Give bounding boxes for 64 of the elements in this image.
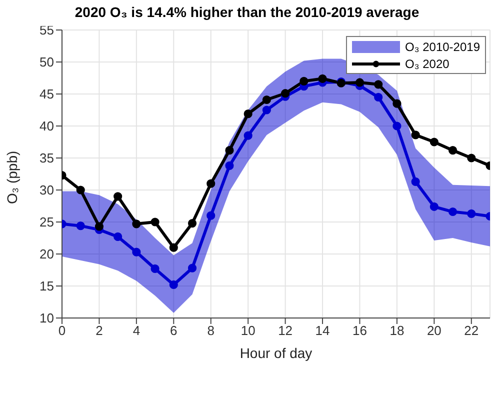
point bbox=[411, 130, 420, 140]
point bbox=[132, 248, 141, 256]
y-tick-label: 35 bbox=[40, 150, 54, 166]
y-tick-label: 30 bbox=[40, 182, 54, 198]
point bbox=[150, 218, 160, 226]
point bbox=[467, 209, 476, 218]
x-tick-label: 14 bbox=[315, 323, 330, 338]
point bbox=[411, 177, 420, 186]
point bbox=[392, 99, 402, 108]
x-tick-label: 12 bbox=[278, 323, 293, 338]
x-tick-label: 10 bbox=[240, 323, 256, 338]
point bbox=[392, 122, 402, 130]
point bbox=[430, 202, 438, 211]
point bbox=[76, 222, 85, 230]
x-tick-label: 2 bbox=[96, 323, 103, 338]
legend-label: O₃ 2020 bbox=[405, 56, 450, 70]
point bbox=[169, 243, 178, 252]
point bbox=[76, 186, 85, 194]
point bbox=[300, 76, 308, 86]
point bbox=[150, 264, 160, 274]
y-tick-label: 50 bbox=[40, 54, 54, 70]
point bbox=[448, 207, 458, 216]
point bbox=[244, 110, 252, 118]
y-tick-label: 15 bbox=[40, 278, 54, 294]
x-tick-label: 16 bbox=[352, 323, 367, 338]
y-tick-label: 25 bbox=[40, 214, 54, 230]
y-tick-label: 40 bbox=[40, 118, 54, 134]
point bbox=[188, 264, 197, 272]
point bbox=[114, 232, 122, 242]
x-tick-label: 20 bbox=[426, 323, 442, 338]
point bbox=[206, 211, 216, 220]
point bbox=[355, 78, 364, 87]
point bbox=[467, 154, 476, 162]
x-tick-label: 22 bbox=[464, 323, 479, 338]
y-tick-label: 10 bbox=[40, 310, 54, 326]
point bbox=[318, 74, 327, 83]
point bbox=[262, 106, 271, 114]
point bbox=[430, 138, 438, 146]
point bbox=[114, 192, 122, 201]
point bbox=[94, 222, 104, 231]
point bbox=[281, 89, 290, 98]
point bbox=[188, 218, 197, 228]
x-tick-label: 4 bbox=[132, 323, 140, 338]
point bbox=[374, 92, 383, 102]
point bbox=[132, 220, 141, 228]
y-tick-label: 20 bbox=[40, 246, 54, 262]
point bbox=[262, 95, 271, 104]
chart-title: 2020 O₃ is 14.4% higher than the 2010-2019 average bbox=[74, 4, 420, 20]
x-tick-label: 0 bbox=[58, 323, 66, 338]
x-tick-label: 18 bbox=[390, 323, 404, 338]
point bbox=[169, 280, 178, 290]
y-axis-title: O₃ (ppb) bbox=[4, 150, 20, 204]
legend-label: O₃ 2010-2019 bbox=[405, 40, 480, 54]
y-tick-label: 55 bbox=[40, 22, 54, 38]
x-tick-label: 8 bbox=[207, 323, 214, 338]
x-axis-title: Hour of day bbox=[240, 345, 312, 361]
point bbox=[448, 146, 458, 155]
point bbox=[225, 161, 234, 170]
point bbox=[206, 179, 216, 188]
point bbox=[374, 80, 383, 89]
point bbox=[244, 131, 252, 140]
point bbox=[225, 146, 234, 155]
y-tick-label: 45 bbox=[40, 86, 54, 102]
x-tick-label: 6 bbox=[170, 323, 178, 338]
